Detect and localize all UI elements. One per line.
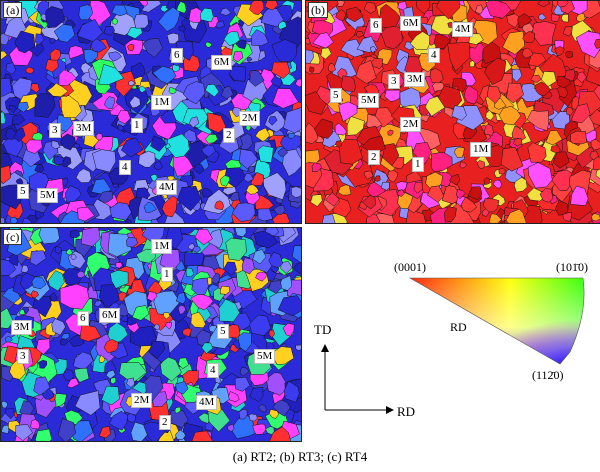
panel-label-c: (c) xyxy=(3,229,23,245)
marker-a-6m: 6M xyxy=(211,55,233,70)
ebsd-map-c: (c) 1M 1 6 6M 3M 3 5 5M 4 4M 2M 2 xyxy=(0,227,302,442)
marker-b-4: 4 xyxy=(428,48,440,63)
ipf-corner-10-10: (101̄0) xyxy=(556,260,588,274)
ebsd-map-a: (a) 6 6M 1M 1 2M 2 3 3M 4 4M 5 5M xyxy=(0,0,302,224)
marker-c-6: 6 xyxy=(77,311,89,326)
marker-a-1: 1 xyxy=(131,118,143,133)
marker-c-5: 5 xyxy=(217,324,229,339)
marker-a-3m: 3M xyxy=(73,121,95,136)
ipf-direction-label: RD xyxy=(450,320,467,334)
marker-c-5m: 5M xyxy=(254,349,276,364)
marker-b-1: 1 xyxy=(412,157,424,172)
marker-c-6m: 6M xyxy=(99,308,121,323)
marker-b-5: 5 xyxy=(330,88,342,103)
marker-a-4: 4 xyxy=(119,160,131,175)
marker-b-6: 6 xyxy=(370,18,382,33)
marker-c-4m: 4M xyxy=(196,395,218,410)
ipf-color-key: (0001) (101̄0) (112̄0) RD xyxy=(380,252,600,392)
ipf-corner-0001: (0001) xyxy=(394,260,426,274)
marker-b-3m: 3M xyxy=(404,72,426,87)
marker-c-1m: 1M xyxy=(151,239,173,254)
sample-axes: TD RD xyxy=(300,318,420,428)
marker-a-1m: 1M xyxy=(151,95,173,110)
ipf-corner-11-20: (112̄0) xyxy=(532,368,564,382)
marker-b-2m: 2M xyxy=(400,117,422,132)
marker-b-2: 2 xyxy=(368,150,380,165)
panel-label-a: (a) xyxy=(3,2,23,18)
marker-a-2m: 2M xyxy=(239,111,261,126)
axis-label-rd: RD xyxy=(397,404,416,419)
marker-c-2: 2 xyxy=(159,415,171,430)
ipf-triangle xyxy=(408,277,585,365)
marker-b-6m: 6M xyxy=(400,16,422,31)
marker-c-4: 4 xyxy=(207,363,219,378)
marker-a-5: 5 xyxy=(17,184,29,199)
marker-c-2m: 2M xyxy=(131,393,153,408)
axis-label-td: TD xyxy=(314,322,332,337)
marker-b-4m: 4M xyxy=(452,22,474,37)
marker-b-5m: 5M xyxy=(358,93,380,108)
panel-label-b: (b) xyxy=(308,2,328,18)
ebsd-map-b: (b) 6 6M 4M 4 3 3M 5 5M 2M 2 1 1M xyxy=(305,0,600,224)
ebsd-grains-c xyxy=(1,228,301,441)
marker-a-6: 6 xyxy=(171,48,183,63)
ebsd-grains-a xyxy=(1,1,301,223)
ebsd-grains-b xyxy=(306,1,600,223)
axes-arrows xyxy=(321,344,394,414)
marker-a-4m: 4M xyxy=(156,180,178,195)
figure-caption: (a) RT2; (b) RT3; (c) RT4 xyxy=(232,449,368,464)
marker-c-3m: 3M xyxy=(11,320,33,335)
marker-b-3: 3 xyxy=(388,74,400,89)
marker-b-1m: 1M xyxy=(470,142,492,157)
marker-c-1: 1 xyxy=(161,267,173,282)
marker-a-3: 3 xyxy=(49,123,61,138)
marker-a-2: 2 xyxy=(223,128,235,143)
marker-c-3: 3 xyxy=(17,349,29,364)
marker-a-5m: 5M xyxy=(37,188,59,203)
